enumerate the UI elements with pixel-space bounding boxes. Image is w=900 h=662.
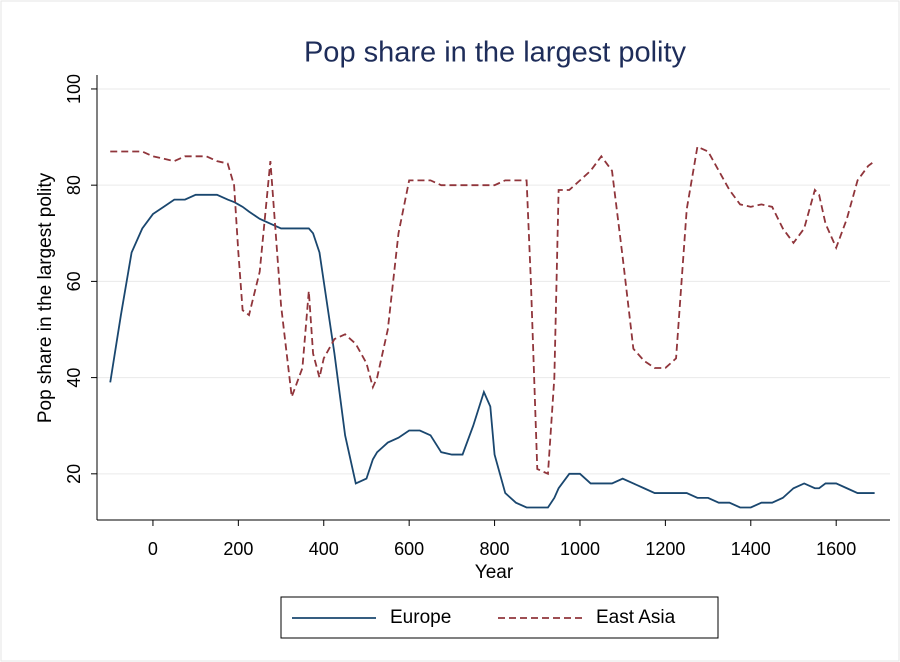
x-tick-label: 1000 <box>560 539 600 559</box>
x-tick-label: 800 <box>480 539 510 559</box>
legend-label: Europe <box>390 607 451 628</box>
series-line <box>110 145 876 476</box>
y-tick-label: 80 <box>64 175 84 195</box>
x-tick-label: 1400 <box>731 539 771 559</box>
y-tick-label: 20 <box>64 464 84 484</box>
y-tick-label: 100 <box>64 74 84 104</box>
x-tick-label: 400 <box>309 539 339 559</box>
x-tick-label: 0 <box>148 539 158 559</box>
x-axis-label: Year <box>475 562 514 583</box>
x-tick-label: 200 <box>223 539 253 559</box>
y-axis-label: Pop share in the largest polity <box>35 172 56 423</box>
x-tick-label: 1200 <box>645 539 685 559</box>
y-tick-label: 60 <box>64 271 84 291</box>
chart-title: Pop share in the largest polity <box>304 37 687 69</box>
y-tick-label: 40 <box>64 368 84 388</box>
series-line <box>109 193 875 509</box>
x-tick-label: 1600 <box>816 539 856 559</box>
x-tick-label: 600 <box>394 539 424 559</box>
legend-label: East Asia <box>596 607 676 628</box>
